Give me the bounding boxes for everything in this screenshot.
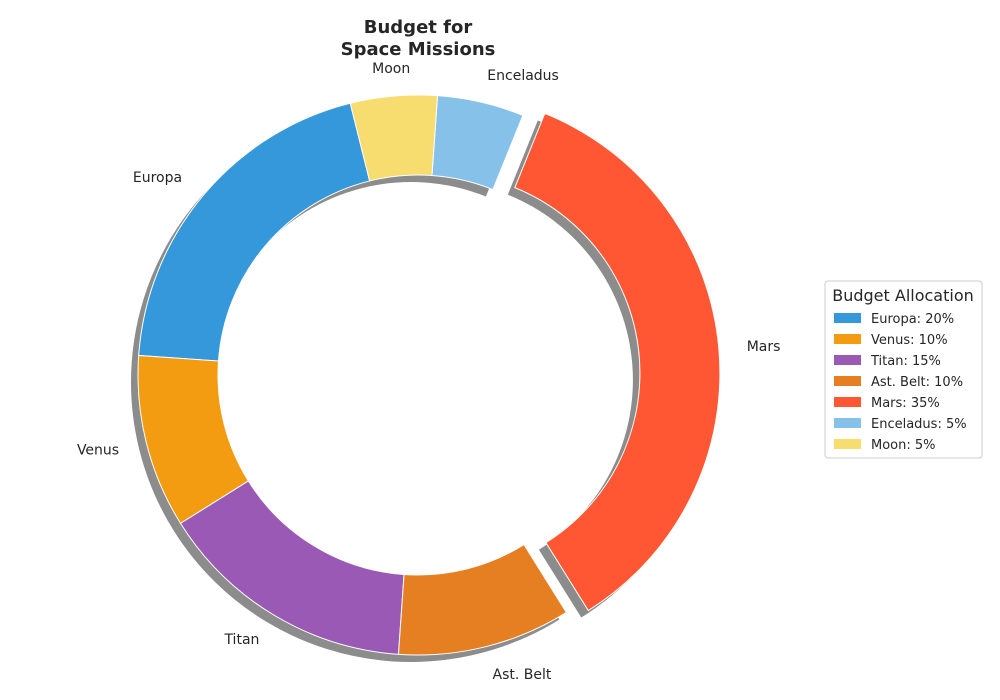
legend-label-ast-belt: Ast. Belt: 10% [871,375,963,390]
chart-title-line-2: Space Missions [341,39,496,60]
slice-layer [137,94,721,656]
legend-swatch-moon [834,439,861,449]
slice-europa [138,102,371,362]
legend-swatch-titan [834,355,861,365]
slice-label-venus: Venus [77,443,119,459]
legend-label-titan: Titan: 15% [870,354,941,369]
legend-entries: Europa: 20% Venus: 10% Titan: 15% Ast. Belt… [834,312,967,453]
legend-title: Budget Allocation [832,286,974,305]
chart-title-line-1: Budget for [364,17,473,38]
slice-moon [349,94,439,182]
legend-label-moon: Moon: 5% [871,438,936,453]
legend-label-enceladus: Enceladus: 5% [871,417,967,432]
legend-swatch-europa [834,313,861,323]
slice-label-enceladus: Enceladus [487,68,559,84]
legend-label-mars: Mars: 35% [871,396,940,411]
legend-swatch-ast-belt [834,376,861,386]
legend-label-europa: Europa: 20% [871,312,954,327]
slice-ast-belt [397,543,568,656]
legend-label-venus: Venus: 10% [871,333,948,348]
slice-label-mars: Mars [747,339,781,355]
legend-frame [824,280,983,459]
slice-label-titan: Titan [223,632,259,648]
slice-enceladus [431,95,524,191]
slice-label-europa: Europa [133,170,182,186]
legend: Budget Allocation Europa: 20% Venus: 10% T… [824,280,983,459]
slice-label-ast-belt: Ast. Belt [493,667,552,683]
label-layer: Europa Venus Titan Ast. Belt Mars 0% Enceladus… [77,61,780,683]
slice-label-moon: Moon [372,61,410,77]
slice-mars [514,112,721,612]
legend-swatch-mars [834,397,861,407]
legend-swatch-venus [834,334,861,344]
percent-label-mars: 0% [551,248,573,263]
legend-swatch-enceladus [834,418,861,428]
